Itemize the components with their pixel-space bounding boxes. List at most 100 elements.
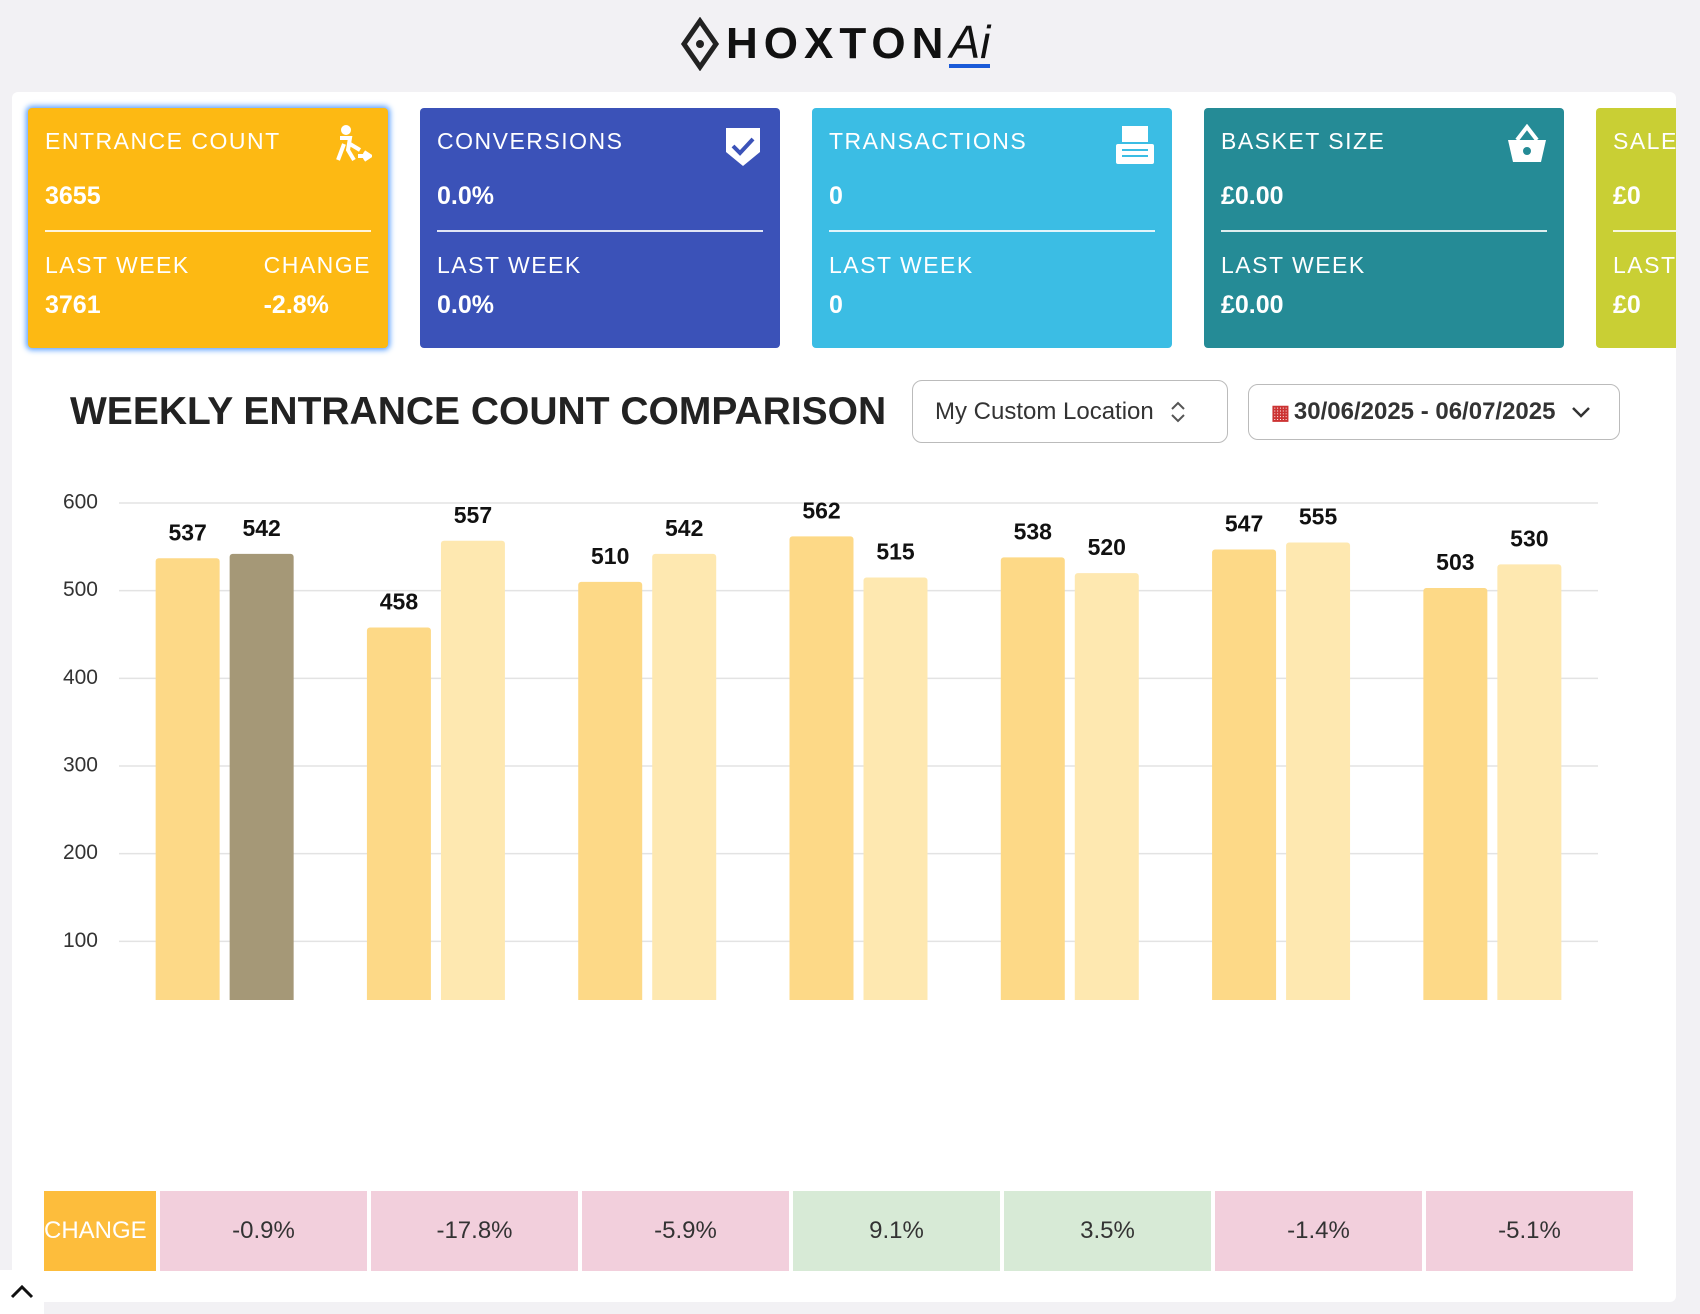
- value-label: 562: [802, 497, 840, 523]
- value-label: 542: [242, 515, 280, 541]
- value-label: 515: [876, 539, 915, 565]
- y-tick-label: 500: [63, 578, 98, 601]
- change-cell: -1.4%: [1215, 1191, 1422, 1271]
- chevron-icon: [1572, 407, 1591, 418]
- last-week: LAST WEEK £0.00: [1221, 252, 1366, 320]
- value-label: 537: [168, 519, 206, 545]
- card-divider: [829, 230, 1155, 232]
- value-label: 458: [380, 589, 419, 615]
- bar: [366, 627, 431, 1000]
- card-title: CONVERSIONS: [437, 128, 624, 154]
- card-title: TRANSACTIONS: [829, 128, 1028, 154]
- chart-title: WEEKLY ENTRANCE COUNT COMPARISON: [70, 390, 887, 433]
- change-cell: -5.1%: [1426, 1191, 1633, 1271]
- metric-card: TRANSACTIONS 0 LAST WEEK 0: [812, 108, 1172, 348]
- last-week: LAST WEEK 3761: [45, 252, 190, 320]
- y-tick-label: 100: [63, 929, 98, 952]
- bar: [1286, 542, 1351, 1000]
- card-value: £0: [1613, 182, 1641, 210]
- last-week: LAST WEEK 0: [829, 252, 974, 320]
- location-select[interactable]: My Custom Location: [912, 380, 1228, 443]
- bar: [1074, 573, 1139, 1000]
- last-label: LAST WEEK: [45, 252, 190, 278]
- change-cell: -17.8%: [371, 1191, 578, 1271]
- value-label: 555: [1299, 504, 1338, 530]
- card-icon: [1506, 123, 1548, 173]
- metric-card: SALE £0 LAST £0: [1596, 108, 1676, 348]
- card-value: 0.0%: [437, 182, 494, 210]
- date-text: 30/06/2025 - 06/07/2025: [1293, 398, 1556, 425]
- metric-card: BASKET SIZE £0.00 LAST WEEK £0.00: [1204, 108, 1564, 348]
- change-cell: 9.1%: [793, 1191, 1000, 1271]
- card-divider: [437, 230, 763, 232]
- metric-card: CONVERSIONS 0.0% LAST WEEK 0.0%: [420, 108, 780, 348]
- last-label: LAST WEEK: [437, 252, 582, 278]
- bar: [1497, 564, 1562, 1000]
- card-divider: [45, 230, 371, 232]
- bar: [789, 536, 854, 1000]
- card-row: LAST WEEK 0: [829, 252, 1155, 320]
- card-icon: [1114, 124, 1156, 173]
- y-tick-label: 300: [63, 754, 98, 777]
- panel: ENTRANCE COUNT 3655 LAST WEEK 3761 CHANGE -2.…: [12, 92, 1676, 1302]
- card-divider: [1221, 230, 1547, 232]
- value-label: 520: [1088, 534, 1126, 560]
- change: CHANGE -2.8%: [264, 252, 371, 320]
- bar: [1423, 588, 1488, 1000]
- bar: [229, 553, 294, 1000]
- change-label: CHANGE: [44, 1191, 156, 1271]
- last-label: LAST WEEK: [1221, 252, 1366, 278]
- change-label: CHANGE: [263, 252, 371, 278]
- card-icon: [330, 124, 374, 173]
- brand: HOXTON: [726, 19, 950, 68]
- y-tick-label: 400: [63, 666, 98, 689]
- last-value: £0: [1613, 291, 1641, 319]
- chart: 0100200300400500600Monday537542Tuesday45…: [63, 491, 1598, 1000]
- value-label: 547: [1225, 511, 1263, 537]
- change-value: -2.8%: [263, 291, 329, 319]
- calendar-icon: ▦: [1271, 401, 1290, 424]
- last-label: LAST: [1613, 252, 1676, 278]
- change-row: CHANGE -0.9% -17.8% -5.9% 9.1% 3.5% -1.4% -5.1%: [44, 1191, 1633, 1271]
- card-value: 0: [829, 182, 843, 210]
- bar: [1000, 557, 1065, 1000]
- change-cell: -0.9%: [160, 1191, 367, 1271]
- last-value: £0.00: [1221, 291, 1284, 319]
- value-label: 510: [591, 543, 629, 569]
- card-icon: [722, 124, 764, 173]
- card-row: LAST WEEK 3761 CHANGE -2.8%: [45, 252, 371, 320]
- value-label: 557: [454, 502, 492, 528]
- value-label: 503: [1436, 549, 1474, 575]
- card-row: LAST WEEK 0.0%: [437, 252, 763, 320]
- bar: [440, 540, 505, 1000]
- value-label: 542: [665, 515, 703, 541]
- y-tick-label: 200: [63, 841, 98, 864]
- card-value: 3655: [45, 182, 101, 210]
- card-title: BASKET SIZE: [1221, 128, 1386, 154]
- bar: [652, 553, 717, 1000]
- change-cell: -5.9%: [582, 1191, 789, 1271]
- scroll-top-button[interactable]: [0, 1270, 44, 1314]
- value-label: 538: [1014, 518, 1053, 544]
- location-text: My Custom Location: [935, 397, 1154, 425]
- bar: [155, 558, 220, 1000]
- card-title: SALE: [1613, 128, 1676, 154]
- last-value: 0.0%: [437, 291, 494, 319]
- date-select[interactable]: ▦ 30/06/2025 - 06/07/2025: [1248, 384, 1620, 440]
- card-divider: [1613, 230, 1676, 232]
- updown-icon: [1171, 401, 1185, 422]
- card-row: LAST WEEK £0.00: [1221, 252, 1547, 320]
- change-cell: 3.5%: [1004, 1191, 1211, 1271]
- y-tick-label: 600: [63, 491, 98, 514]
- last-value: 3761: [45, 291, 101, 319]
- card-value: £0.00: [1221, 182, 1284, 210]
- last-week: LAST WEEK 0.0%: [437, 252, 582, 320]
- logo-icon: [680, 17, 720, 71]
- value-label: 530: [1510, 525, 1548, 551]
- last-label: LAST WEEK: [829, 252, 974, 278]
- bar: [578, 581, 643, 1000]
- last-value: 0: [829, 291, 843, 319]
- card-title: ENTRANCE COUNT: [45, 128, 281, 154]
- last-week: LAST £0: [1613, 252, 1676, 320]
